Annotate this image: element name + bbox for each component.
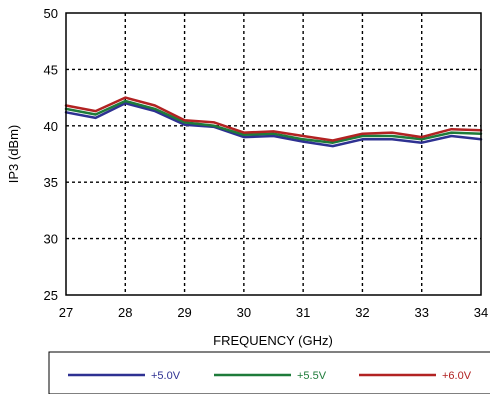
series-line (64, 96, 483, 142)
legend-label: +5.0V (151, 370, 181, 382)
x-tick-label: 31 (296, 305, 310, 320)
y-tick-label: 45 (44, 62, 58, 77)
y-tick-label: 35 (44, 175, 58, 190)
x-tick-label: 28 (118, 305, 132, 320)
series-lines (64, 96, 483, 148)
y-axis: 25 30 35 40 45 50 (44, 6, 58, 303)
x-tick-label: 29 (177, 305, 191, 320)
x-tick-label: 32 (355, 305, 369, 320)
y-tick-label: 40 (44, 119, 58, 134)
y-tick-label: 30 (44, 232, 58, 247)
plot-frame (65, 12, 482, 296)
x-tick-label: 27 (59, 305, 73, 320)
legend-label: +6.0V (442, 370, 472, 382)
series-line (64, 99, 483, 144)
y-axis-label: IP3 (dBm) (6, 125, 21, 184)
grid (66, 13, 481, 295)
series-line (64, 101, 483, 148)
legend: +5.0V +5.5V +6.0V (48, 351, 490, 395)
x-axis: 27 28 29 30 31 32 33 34 (59, 305, 488, 320)
legend-label: +5.5V (297, 370, 327, 382)
legend-box (48, 351, 490, 395)
y-tick-label: 50 (44, 6, 58, 21)
x-tick-label: 30 (237, 305, 251, 320)
x-tick-label: 34 (474, 305, 488, 320)
x-axis-label: FREQUENCY (GHz) (213, 333, 333, 348)
x-tick-label: 33 (414, 305, 428, 320)
y-tick-label: 25 (44, 288, 58, 303)
